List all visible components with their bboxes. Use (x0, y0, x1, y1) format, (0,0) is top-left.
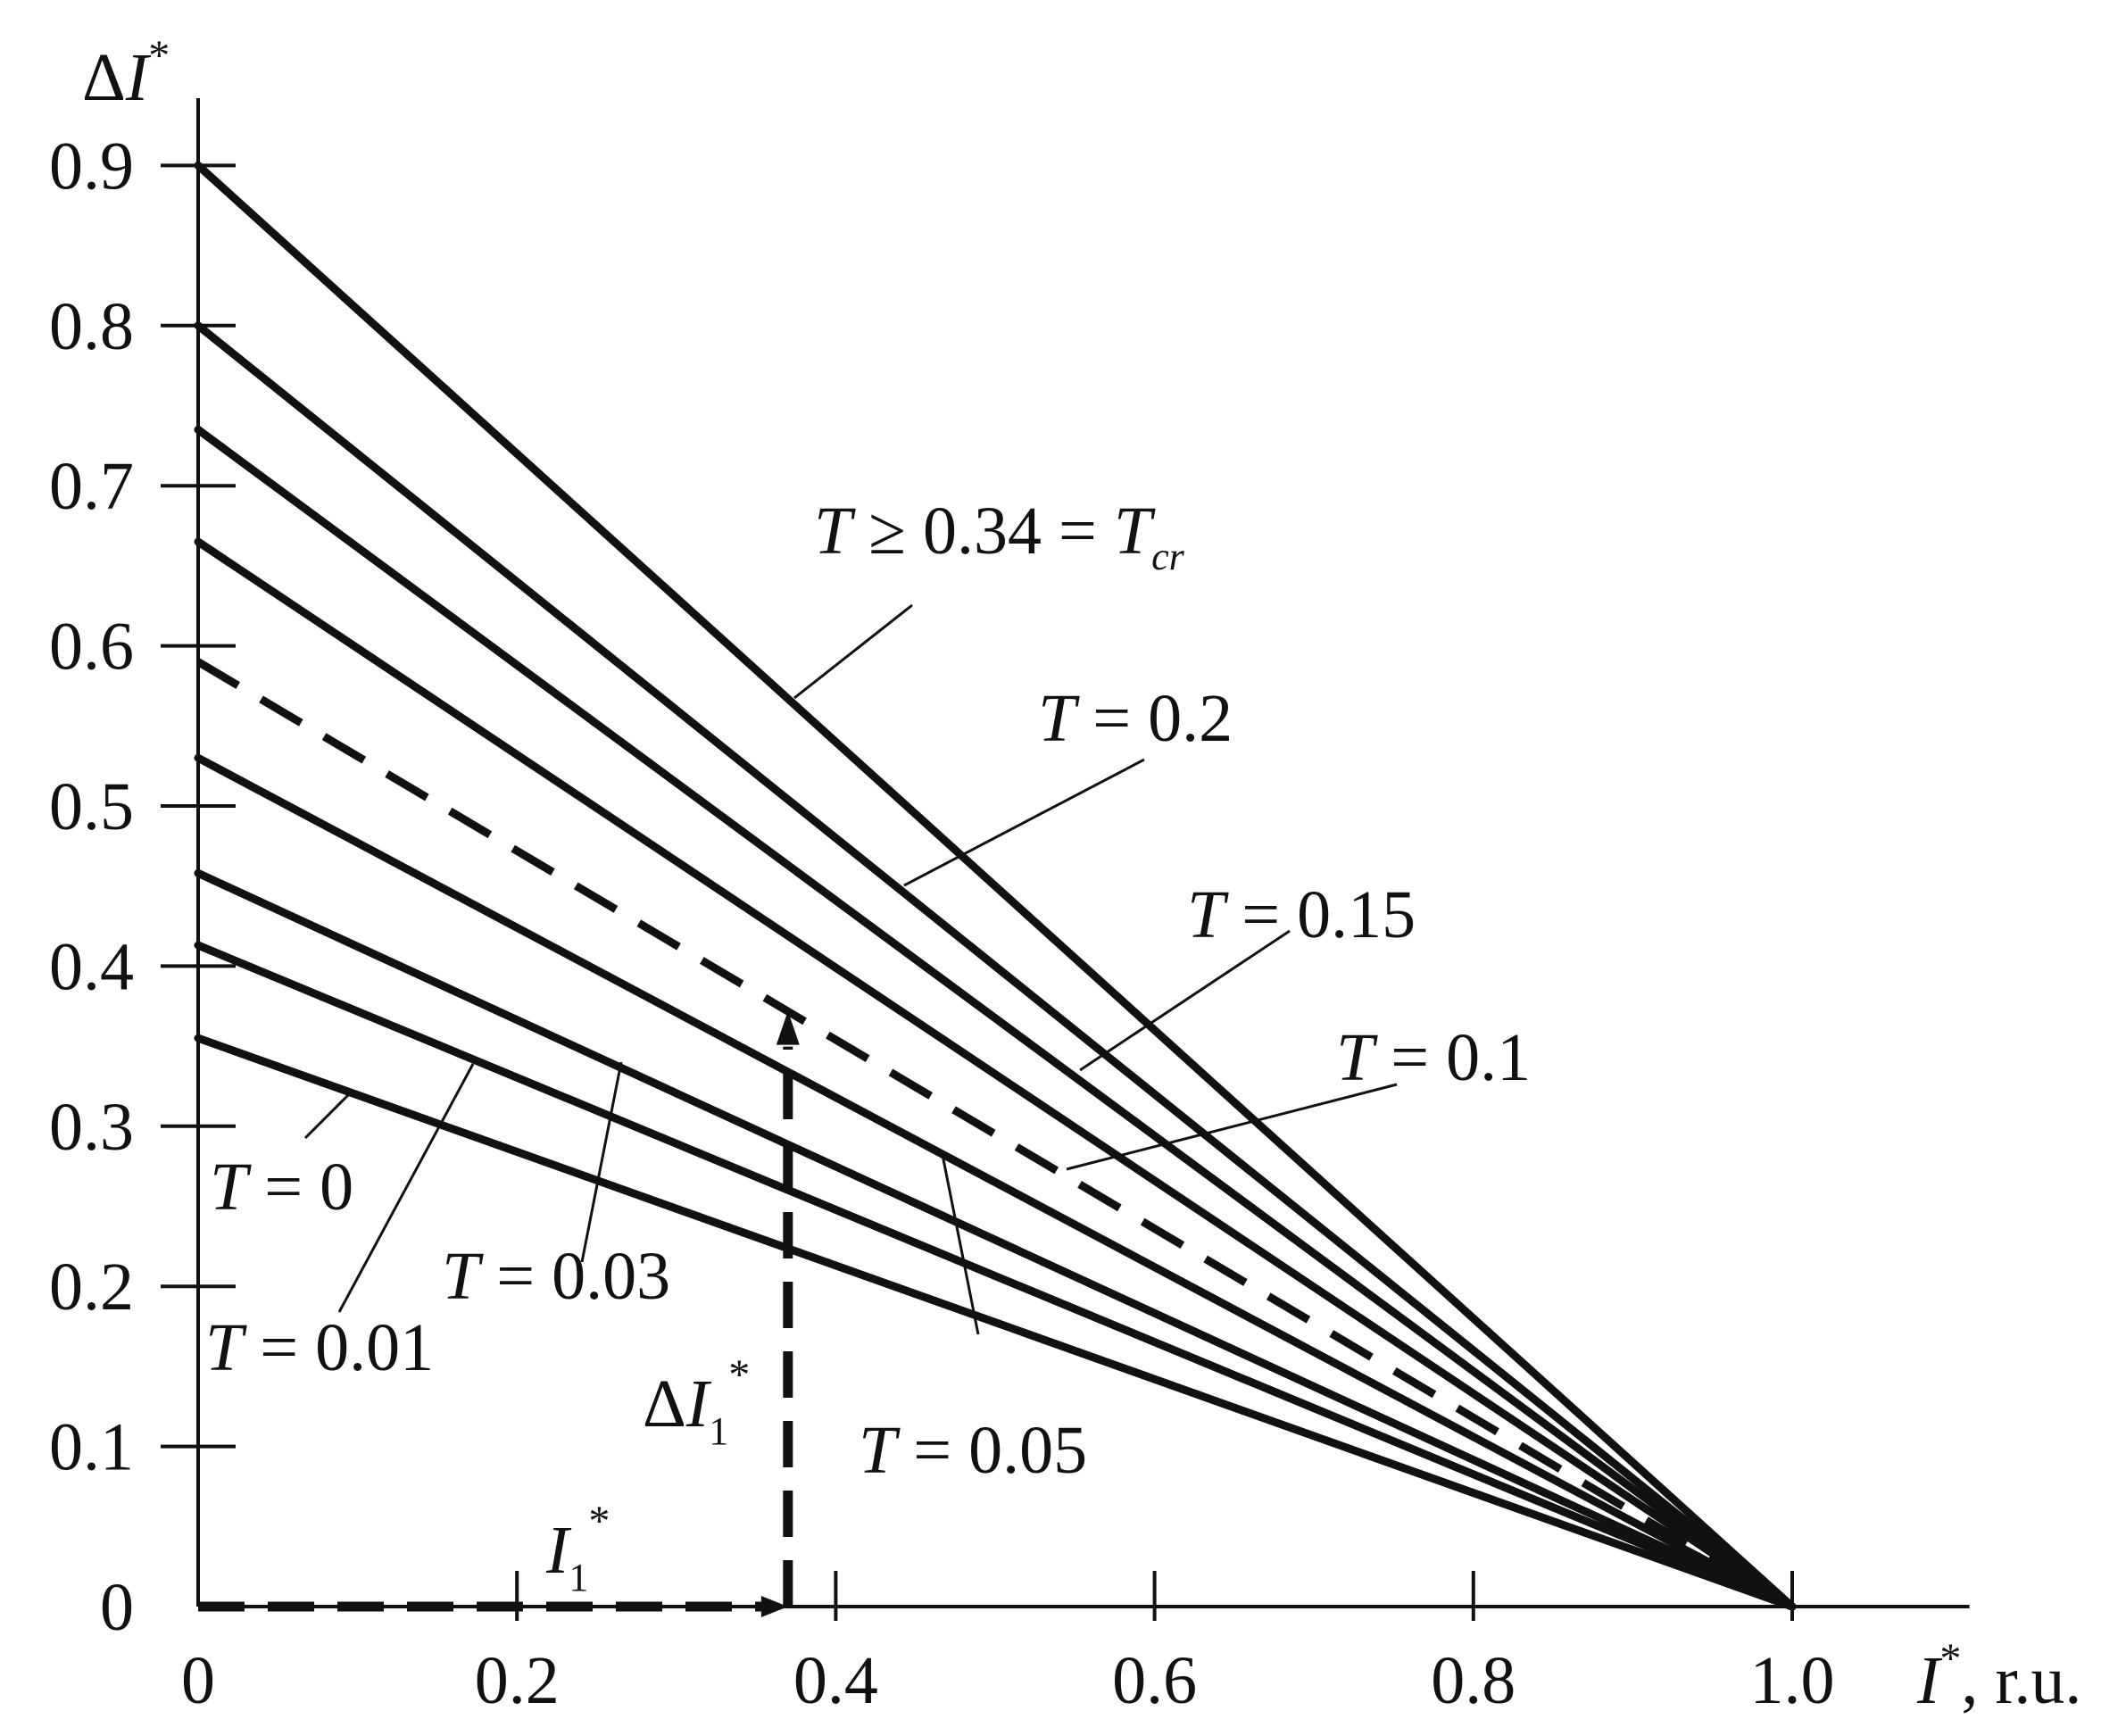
series-label: T = 0.03 (442, 1239, 670, 1314)
series-line (194, 321, 1797, 1611)
label-leader-line (940, 1150, 980, 1335)
x-tick-label: 1.0 (1750, 1643, 1835, 1718)
y-tick-label: 0.1 (49, 1410, 134, 1485)
x-tick-label: 0.2 (475, 1643, 560, 1718)
y-tick-label: 0.7 (49, 449, 134, 524)
series-lines (194, 161, 1797, 1611)
label-leader-line (337, 1063, 475, 1313)
delta-i1-arrowhead (776, 1010, 800, 1045)
axes (196, 98, 1970, 1608)
series-line (194, 941, 1797, 1611)
y-tick-label: 0 (100, 1570, 134, 1645)
x-tick-label: 0.4 (793, 1643, 878, 1718)
label-leader-line (580, 1061, 623, 1263)
ticks: 0 0.1 0.2 0.3 0.4 0.5 0.6 0.7 0.8 0.9 0 0.2 0.4 0.6 0.… (49, 129, 1835, 1718)
series-label: T ≥ 0.34 = Tcr (814, 494, 1185, 578)
series-line (194, 868, 1797, 1611)
i1-arrowhead (760, 1596, 788, 1617)
series-label: T = 0.15 (1187, 877, 1416, 952)
series-line (194, 537, 1797, 1611)
series-label: T = 0.05 (859, 1413, 1087, 1488)
series-label: T = 0.01 (205, 1310, 434, 1385)
i1-label: I1* (545, 1498, 610, 1599)
label-leader-line (903, 758, 1145, 887)
series-line (195, 658, 1795, 1610)
x-tick-label: 0.8 (1431, 1643, 1516, 1718)
series-line (194, 161, 1797, 1611)
y-tick-label: 0.5 (49, 769, 134, 844)
label-leader-line (303, 1093, 350, 1140)
series-label: T = 0 (210, 1150, 353, 1225)
label-leader-line (1066, 1083, 1398, 1171)
series-labels: T ≥ 0.34 = Tcr T = 0.2 T = 0.15 T = 0.1 T = … (82, 32, 2081, 1718)
y-tick-label: 0.4 (49, 929, 134, 1004)
y-tick-label: 0.3 (49, 1090, 134, 1165)
series-label: T = 0.2 (1038, 681, 1233, 756)
x-tick-label: 0.6 (1112, 1643, 1197, 1718)
y-tick-label: 0.2 (49, 1250, 134, 1325)
x-tick-label: 0 (181, 1643, 215, 1718)
series-line (194, 425, 1797, 1611)
label-leader-line (1079, 929, 1291, 1072)
y-axis-title: ΔI* (82, 32, 170, 115)
series-line (194, 753, 1797, 1611)
operating-point-guides (198, 1010, 800, 1617)
label-leader-line (793, 603, 913, 700)
series-line (194, 1034, 1797, 1611)
x-axis-title: I*, r.u. (1916, 1635, 2081, 1718)
y-tick-label: 0.9 (49, 129, 134, 204)
y-tick-label: 0.8 (49, 289, 134, 364)
delta-i1-label: ΔI1* (643, 1351, 750, 1453)
y-tick-label: 0.6 (49, 610, 134, 685)
series-label: T = 0.1 (1336, 1020, 1531, 1095)
